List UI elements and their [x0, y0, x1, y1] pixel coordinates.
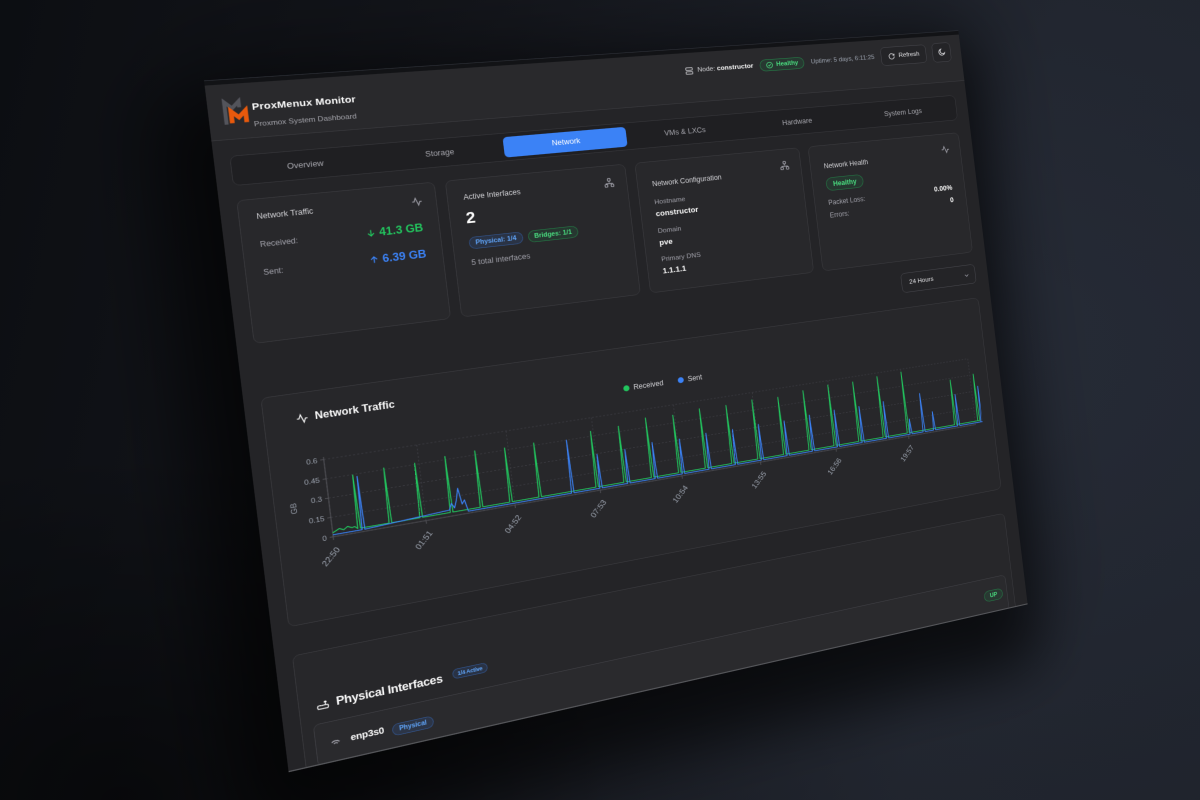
svg-text:04:52: 04:52	[503, 513, 523, 534]
svg-text:0.6: 0.6	[306, 457, 319, 467]
svg-text:10:54: 10:54	[671, 484, 690, 504]
svg-text:0.15: 0.15	[308, 515, 325, 526]
svg-text:0: 0	[322, 534, 328, 543]
svg-text:16:56: 16:56	[826, 457, 843, 477]
svg-text:GB: GB	[288, 502, 299, 515]
svg-text:0.3: 0.3	[310, 495, 323, 505]
svg-text:22:50: 22:50	[320, 546, 342, 568]
svg-text:13:55: 13:55	[750, 470, 768, 490]
svg-text:01:51: 01:51	[413, 529, 434, 551]
svg-text:07:53: 07:53	[589, 498, 608, 519]
svg-text:0.45: 0.45	[304, 476, 321, 487]
svg-text:19:57: 19:57	[899, 444, 915, 463]
